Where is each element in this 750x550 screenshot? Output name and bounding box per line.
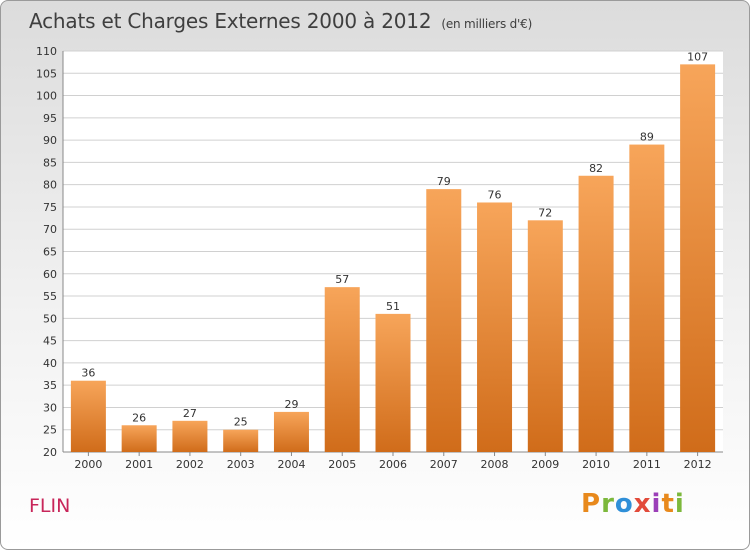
bar <box>426 189 462 452</box>
y-tick-label: 75 <box>43 201 57 214</box>
y-tick-label: 50 <box>43 312 57 325</box>
bar <box>273 411 309 452</box>
logo-letter: i <box>651 489 662 519</box>
chart-title: Achats et Charges Externes 2000 à 2012 (e… <box>29 9 532 33</box>
logo-letter: P <box>581 489 602 519</box>
x-tick-label: 2001 <box>125 458 153 471</box>
y-tick-label: 110 <box>36 45 57 58</box>
y-tick-label: 25 <box>43 424 57 437</box>
logo-letter: r <box>601 489 615 519</box>
logo-letter: i <box>674 489 685 519</box>
x-tick-label: 2000 <box>74 458 102 471</box>
bar <box>223 429 259 452</box>
data-label: 36 <box>81 367 95 380</box>
chart-title-text: Achats et Charges Externes 2000 à 2012 <box>29 9 432 33</box>
data-label: 29 <box>284 398 298 411</box>
x-tick-label: 2005 <box>328 458 356 471</box>
data-label: 25 <box>234 416 248 429</box>
logo-letter: o <box>614 489 634 519</box>
bar <box>527 220 563 452</box>
bar <box>578 175 614 452</box>
data-label: 107 <box>687 50 708 63</box>
data-label: 27 <box>183 407 197 420</box>
y-tick-label: 45 <box>43 335 57 348</box>
x-tick-label: 2010 <box>582 458 610 471</box>
y-tick-label: 40 <box>43 357 57 370</box>
y-tick-label: 65 <box>43 246 57 259</box>
x-tick-label: 2008 <box>481 458 509 471</box>
data-label: 72 <box>538 206 552 219</box>
x-tick-label: 2012 <box>684 458 712 471</box>
y-tick-label: 20 <box>43 446 57 459</box>
data-label: 26 <box>132 411 146 424</box>
bar <box>477 202 513 452</box>
proxiti-logo: Proxiti <box>581 489 685 519</box>
y-tick-label: 60 <box>43 268 57 281</box>
y-tick-label: 55 <box>43 290 57 303</box>
logo-letter: x <box>633 489 652 519</box>
data-label: 82 <box>589 162 603 175</box>
bar <box>324 287 360 452</box>
logo-letter: t <box>661 489 675 519</box>
data-label: 89 <box>640 131 654 144</box>
data-label: 79 <box>437 175 451 188</box>
data-label: 57 <box>335 273 349 286</box>
x-tick-label: 2006 <box>379 458 407 471</box>
bar <box>121 425 157 452</box>
x-tick-label: 2011 <box>633 458 661 471</box>
bar <box>629 144 665 453</box>
y-tick-label: 90 <box>43 134 57 147</box>
x-tick-label: 2003 <box>227 458 255 471</box>
x-tick-label: 2002 <box>176 458 204 471</box>
y-tick-label: 95 <box>43 112 57 125</box>
y-tick-label: 35 <box>43 379 57 392</box>
bar <box>680 64 716 452</box>
y-tick-label: 80 <box>43 179 57 192</box>
x-tick-label: 2004 <box>277 458 305 471</box>
y-tick-label: 70 <box>43 223 57 236</box>
x-tick-label: 2009 <box>531 458 559 471</box>
y-tick-label: 100 <box>36 90 57 103</box>
bar <box>172 420 208 452</box>
bar <box>375 313 411 452</box>
data-label: 76 <box>488 188 502 201</box>
y-tick-label: 85 <box>43 156 57 169</box>
y-tick-label: 105 <box>36 67 57 80</box>
x-tick-label: 2007 <box>430 458 458 471</box>
chart-subtitle: (en milliers d'€) <box>441 17 533 31</box>
bar <box>70 380 106 452</box>
place-name: FLIN <box>29 495 71 517</box>
y-tick-label: 30 <box>43 401 57 414</box>
data-label: 51 <box>386 300 400 313</box>
